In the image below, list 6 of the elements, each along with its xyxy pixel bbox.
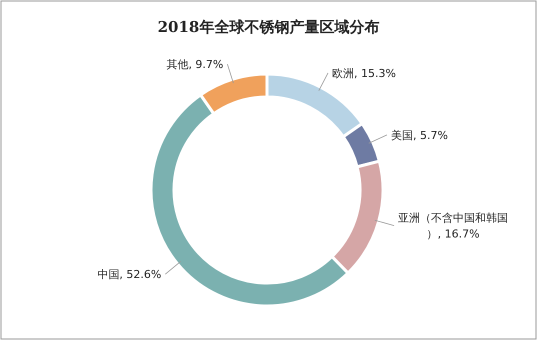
slice-label: 欧洲, 15.3% (332, 66, 396, 80)
chart-title: 2018年全球不锈钢产量区域分布 (158, 18, 380, 36)
slice-label: 其他, 9.7% (166, 58, 224, 72)
slice-label: 美国, 5.7% (390, 128, 448, 142)
slice-label: 中国, 52.6% (97, 268, 162, 282)
slice-label: 亚洲（不含中国和韩国）, 16.7% (398, 212, 508, 241)
